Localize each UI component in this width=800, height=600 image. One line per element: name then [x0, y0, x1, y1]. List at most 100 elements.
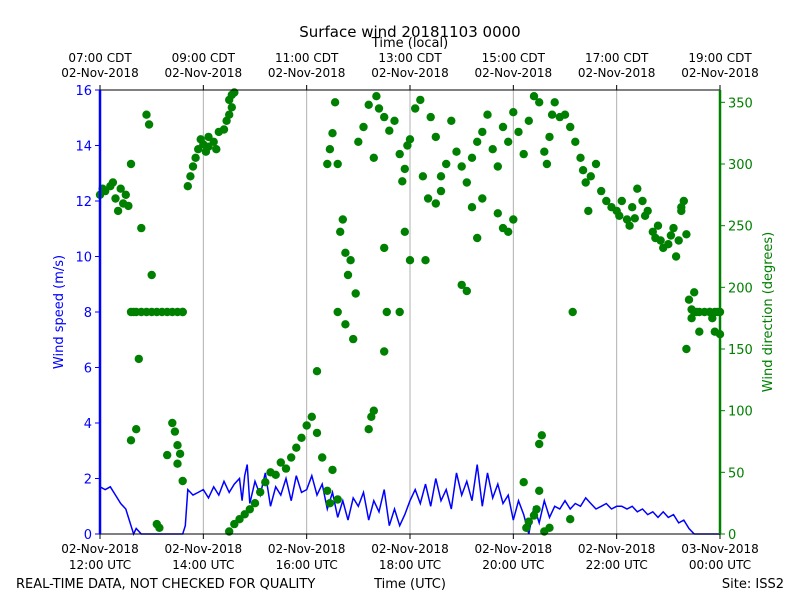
- wind-direction-point: [369, 406, 378, 415]
- top-tick-date: 02-Nov-2018: [268, 66, 346, 80]
- wind-direction-point: [126, 436, 136, 445]
- wind-direction-point: [615, 211, 624, 220]
- footer-quality-note: REAL-TIME DATA, NOT CHECKED FOR QUALITY: [16, 577, 315, 592]
- wind-direction-point: [183, 182, 192, 191]
- wind-direction-point: [581, 178, 590, 187]
- bottom-tick-time: 00:00 UTC: [689, 558, 751, 572]
- wind-direction-point: [405, 256, 415, 265]
- right-tick-label: 200: [728, 281, 753, 296]
- left-tick-label: 8: [84, 306, 92, 321]
- top-tick-time: 19:00 CDT: [688, 51, 752, 65]
- wind-direction-point: [630, 214, 639, 223]
- wind-direction-point: [473, 137, 482, 146]
- wind-direction-point: [478, 194, 487, 203]
- top-tick-time: 09:00 CDT: [172, 51, 236, 65]
- wind-direction-point: [695, 327, 704, 336]
- wind-direction-point: [560, 110, 570, 119]
- wind-direction-point: [532, 505, 541, 514]
- wind-direction-point: [186, 172, 195, 181]
- bottom-tick-time: 14:00 UTC: [172, 558, 234, 572]
- top-tick-date: 02-Nov-2018: [578, 66, 656, 80]
- top-tick-date: 02-Nov-2018: [681, 66, 759, 80]
- wind-direction-point: [586, 172, 595, 181]
- bottom-axis-ticks: 02-Nov-2018 12:00 UTC 02-Nov-2018 14:00 UTC…: [61, 534, 759, 572]
- wind-direction-point: [537, 431, 546, 440]
- wind-direction-point: [628, 203, 637, 212]
- wind-direction-point: [312, 367, 322, 376]
- left-tick-label: 14: [75, 140, 92, 155]
- wind-direction-point: [256, 487, 265, 497]
- top-axis-label: Time (local): [371, 36, 448, 51]
- wind-direction-point: [390, 116, 399, 126]
- wind-direction-point: [566, 122, 575, 132]
- wind-direction-point: [462, 286, 471, 296]
- wind-direction-point: [245, 505, 254, 514]
- wind-direction-point: [682, 344, 691, 354]
- wind-direction-point: [400, 164, 409, 174]
- wind-direction-point: [132, 425, 141, 434]
- top-tick-time: 13:00 CDT: [378, 51, 442, 65]
- wind-direction-point: [524, 116, 533, 126]
- wind-direction-point: [328, 129, 337, 138]
- right-tick-label: 100: [728, 405, 753, 420]
- wind-direction-point: [504, 137, 513, 146]
- wind-direction-point: [483, 110, 492, 119]
- wind-direction-point: [380, 112, 389, 122]
- wind-direction-point: [493, 209, 502, 218]
- wind-direction-point: [325, 145, 335, 154]
- wind-direction-point: [338, 215, 347, 224]
- wind-direction-point: [540, 147, 549, 156]
- wind-direction-point: [545, 523, 554, 532]
- wind-direction-point: [584, 206, 593, 216]
- wind-direction-point: [400, 227, 409, 236]
- wind-direction-point: [664, 240, 673, 249]
- bottom-tick-time: 20:00 UTC: [482, 558, 544, 572]
- wind-direction-point: [380, 347, 389, 356]
- wind-direction-point: [690, 288, 699, 297]
- wind-direction-point: [372, 92, 381, 101]
- wind-direction-point: [431, 132, 440, 142]
- wind-direction-point: [674, 236, 683, 245]
- wind-direction-point: [271, 470, 280, 479]
- wind-direction-point: [307, 412, 316, 421]
- chart-title: Surface wind 20181103 0000: [299, 23, 520, 41]
- wind-direction-point: [173, 441, 182, 450]
- wind-direction-point: [488, 145, 497, 154]
- wind-direction-point: [142, 110, 151, 119]
- wind-direction-point: [336, 227, 345, 236]
- wind-direction-point: [418, 172, 428, 181]
- bottom-tick-date: 02-Nov-2018: [61, 542, 139, 556]
- wind-direction-point: [568, 307, 577, 317]
- right-tick-label: 250: [728, 220, 753, 235]
- wind-direction-point: [398, 177, 407, 186]
- wind-direction-point: [576, 153, 585, 162]
- top-tick-date: 02-Nov-2018: [165, 66, 243, 80]
- right-tick-label: 150: [728, 343, 753, 358]
- wind-direction-point: [323, 486, 332, 495]
- wind-direction-point: [643, 206, 652, 216]
- wind-direction-point: [411, 104, 420, 113]
- right-axis-ticks: 0 50 100 150 200 250 300 350: [720, 96, 753, 543]
- wind-direction-point: [328, 465, 337, 475]
- wind-direction-point: [504, 227, 513, 236]
- wind-direction-point: [519, 149, 528, 159]
- left-axis-label: Wind speed (m/s): [52, 255, 67, 369]
- wind-direction-point: [382, 307, 391, 317]
- wind-direction-point: [535, 486, 544, 495]
- left-tick-label: 16: [75, 84, 92, 99]
- wind-direction-point: [170, 427, 180, 436]
- wind-direction-point: [473, 233, 482, 243]
- right-tick-label: 50: [728, 466, 745, 481]
- wind-direction-point: [478, 127, 487, 137]
- wind-direction-point: [346, 256, 355, 265]
- bottom-axis-label: Time (UTC): [373, 577, 446, 592]
- bottom-tick-date: 03-Nov-2018: [681, 542, 759, 556]
- wind-direction-point: [147, 270, 156, 280]
- left-tick-label: 12: [75, 195, 92, 210]
- wind-direction-point: [250, 499, 260, 508]
- bottom-tick-time: 18:00 UTC: [379, 558, 441, 572]
- wind-direction-point: [498, 122, 508, 132]
- wind-direction-point: [395, 149, 404, 159]
- wind-direction-point: [535, 98, 544, 107]
- top-tick-date: 02-Nov-2018: [371, 66, 449, 80]
